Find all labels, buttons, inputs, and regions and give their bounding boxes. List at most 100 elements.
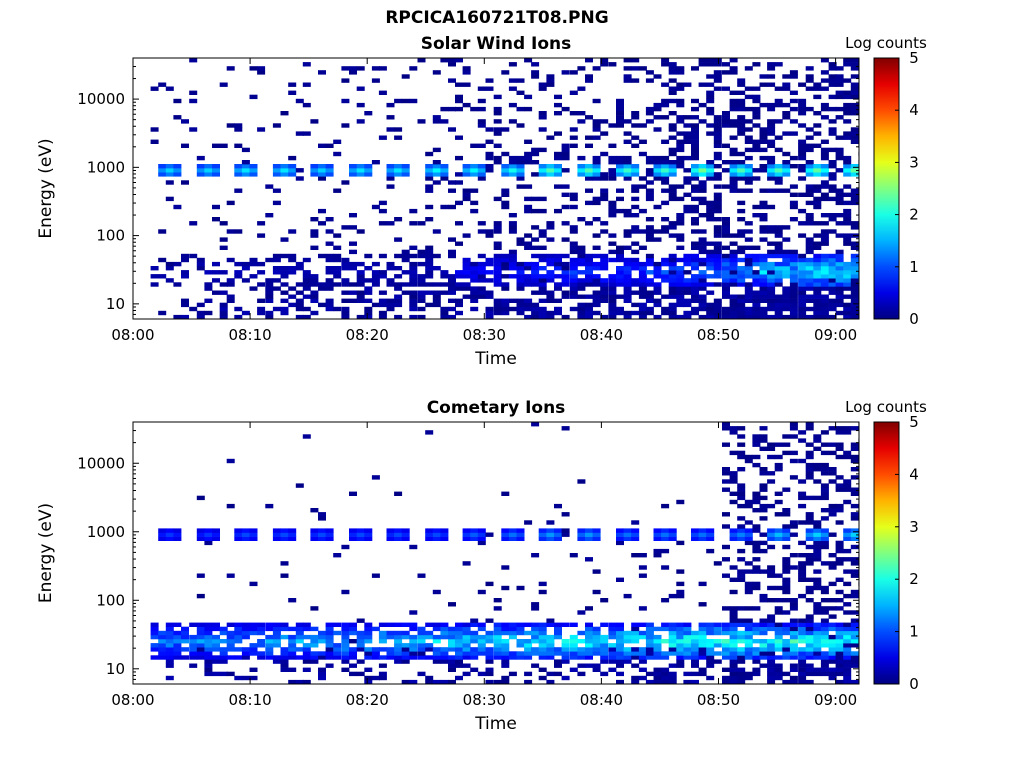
heatmap-cell	[782, 589, 791, 595]
heatmap-cell	[531, 245, 540, 250]
heatmap-cell	[752, 123, 761, 128]
heatmap-cell	[774, 671, 783, 677]
heatmap-cell	[661, 82, 670, 87]
heatmap-cell	[645, 217, 654, 222]
heatmap-cell	[516, 310, 525, 316]
heatmap-cell	[219, 282, 228, 287]
heatmap-cell	[538, 655, 547, 660]
heatmap-cell	[668, 626, 677, 632]
heatmap-cell	[835, 606, 844, 611]
heatmap-cell	[828, 614, 837, 619]
heatmap-cell	[698, 532, 707, 537]
heatmap-cell	[813, 524, 822, 529]
heatmap-cell	[706, 217, 715, 222]
heatmap-cell	[234, 261, 243, 267]
heatmap-cell	[866, 70, 874, 74]
heatmap-cell	[577, 270, 586, 275]
heatmap-cell	[401, 98, 410, 104]
heatmap-cell	[249, 622, 258, 627]
heatmap-cell	[691, 671, 699, 677]
heatmap-cell	[302, 655, 311, 660]
heatmap-cell	[356, 298, 365, 303]
heatmap-cell	[645, 237, 654, 242]
heatmap-cell	[759, 655, 768, 660]
heatmap-cell	[592, 123, 601, 128]
heatmap-cell	[538, 233, 547, 238]
heatmap-cell	[295, 98, 304, 104]
plot-frame	[132, 421, 860, 685]
heatmap-cell	[569, 111, 578, 116]
heatmap-cell	[744, 671, 753, 677]
heatmap-cell	[759, 164, 768, 169]
heatmap-cell	[722, 471, 730, 476]
heatmap-cell	[706, 659, 715, 664]
heatmap-cell	[722, 442, 730, 447]
heatmap-cell	[820, 261, 829, 267]
heatmap-cell	[798, 266, 807, 271]
heatmap-cell	[546, 257, 555, 263]
heatmap-cell	[744, 286, 753, 291]
heatmap-cell	[432, 589, 441, 595]
heatmap-cell	[752, 253, 761, 259]
heatmap-cell	[577, 610, 586, 615]
heatmap-cell	[713, 139, 722, 144]
heatmap-cell	[272, 634, 281, 640]
heatmap-cell	[668, 257, 677, 263]
heatmap-cell	[798, 155, 807, 161]
heatmap-cell	[722, 655, 730, 660]
heatmap-cell	[835, 213, 844, 218]
heatmap-cell	[212, 217, 220, 222]
heatmap-cell	[508, 261, 517, 267]
heatmap-cell	[866, 528, 874, 532]
heatmap-cell	[561, 151, 570, 157]
heatmap-cell	[645, 106, 654, 112]
heatmap-cell	[546, 314, 555, 319]
heatmap-cell	[616, 651, 624, 656]
heatmap-cell	[752, 62, 761, 67]
heatmap-cell	[767, 102, 776, 108]
heatmap-cell	[364, 655, 373, 660]
heatmap-cell	[744, 139, 753, 144]
heatmap-cell	[698, 172, 707, 177]
heatmap-cell	[798, 257, 807, 263]
heatmap-cell	[272, 622, 281, 627]
heatmap-cell	[843, 94, 852, 100]
heatmap-cell	[782, 172, 791, 177]
heatmap-cell	[417, 626, 426, 632]
heatmap-cell	[234, 164, 243, 169]
heatmap-cell	[623, 528, 632, 533]
heatmap-cell	[789, 630, 798, 636]
heatmap-cell	[608, 643, 617, 648]
heatmap-cell	[592, 667, 601, 672]
heatmap-cell	[729, 532, 738, 537]
heatmap-cell	[828, 643, 837, 648]
heatmap-cell	[280, 266, 289, 271]
heatmap-cell	[661, 102, 670, 108]
heatmap-cell	[843, 626, 852, 632]
heatmap-cell	[608, 314, 617, 319]
heatmap-cell	[767, 266, 776, 271]
heatmap-cell	[538, 147, 547, 153]
heatmap-cell	[204, 671, 213, 677]
heatmap-cell	[820, 467, 829, 472]
heatmap-cell	[813, 168, 822, 173]
heatmap-cell	[524, 278, 533, 283]
heatmap-cell	[181, 647, 189, 652]
heatmap-cell	[349, 626, 357, 632]
heatmap-cell	[616, 634, 624, 640]
heatmap-cell	[318, 516, 326, 521]
heatmap-cell	[661, 548, 670, 554]
heatmap-cell	[440, 306, 449, 312]
heatmap-cell	[470, 106, 479, 112]
heatmap-cell	[265, 298, 274, 303]
heatmap-cell	[752, 655, 761, 660]
heatmap-cell	[752, 499, 761, 505]
heatmap-cell	[782, 266, 791, 271]
heatmap-cell	[585, 270, 593, 275]
heatmap-cell	[302, 626, 311, 632]
heatmap-cell	[477, 540, 486, 546]
heatmap-cell	[577, 302, 586, 308]
heatmap-cell	[774, 512, 783, 517]
heatmap-cell	[713, 310, 722, 316]
heatmap-cell	[638, 266, 647, 271]
